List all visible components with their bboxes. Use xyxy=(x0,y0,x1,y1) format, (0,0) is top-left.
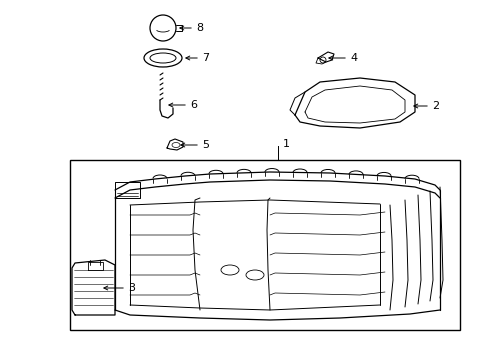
Text: 4: 4 xyxy=(349,53,356,63)
Text: 6: 6 xyxy=(190,100,197,110)
Text: 8: 8 xyxy=(196,23,203,33)
Text: 1: 1 xyxy=(283,139,289,149)
Bar xyxy=(70,160,459,330)
Text: 3: 3 xyxy=(128,283,135,293)
Text: 7: 7 xyxy=(202,53,209,63)
Text: 5: 5 xyxy=(202,140,208,150)
Text: 2: 2 xyxy=(431,101,438,111)
